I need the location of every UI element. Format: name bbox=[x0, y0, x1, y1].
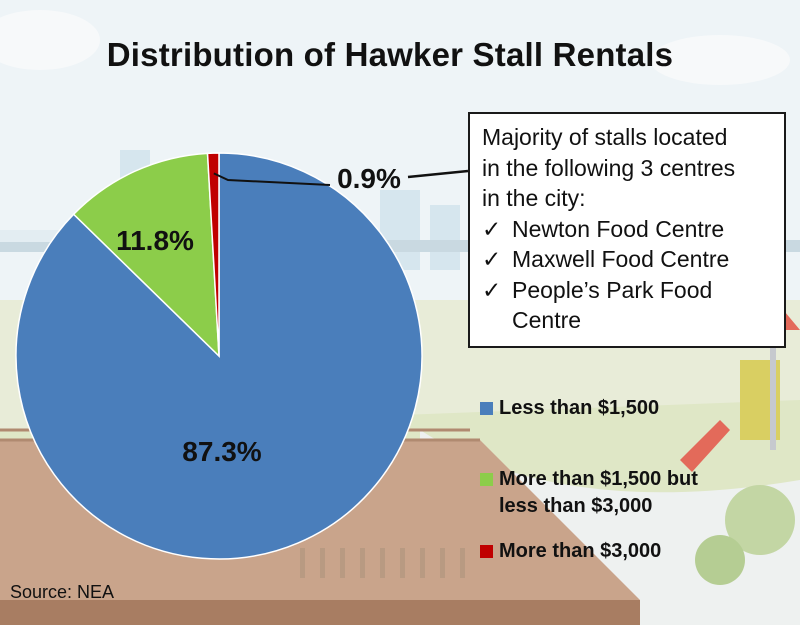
chart-title: Distribution of Hawker Stall Rentals bbox=[106, 36, 674, 73]
pie-label-1500-to-3000: 11.8% bbox=[116, 225, 194, 256]
legend-swatch bbox=[480, 473, 493, 486]
pie-label-less-than-1500: 87.3% bbox=[182, 436, 261, 467]
leader-line-callout bbox=[407, 169, 469, 179]
pie-slice-1500-to-3000 bbox=[72, 152, 220, 358]
legend-label: More than $1,500 but bbox=[499, 468, 698, 490]
leader-line-small-slice bbox=[213, 172, 331, 186]
source-note: Source: NEA bbox=[10, 582, 115, 602]
legend-label: less than $3,000 bbox=[499, 495, 653, 517]
checkmark-icon: ✓ bbox=[482, 276, 502, 303]
callout-heading-line: in the city: bbox=[482, 185, 586, 211]
legend-item-more-than-3000: More than $3,000 bbox=[480, 538, 661, 565]
legend-label: Less than $1,500 bbox=[499, 397, 660, 419]
callout-heading-line: Majority of stalls located bbox=[482, 124, 728, 150]
callout-item-label: Maxwell Food Centre bbox=[512, 246, 730, 272]
legend-label: More than $3,000 bbox=[499, 540, 662, 562]
centres-callout-box: Majority of stalls located in the follow… bbox=[468, 112, 786, 348]
legend-swatch bbox=[480, 545, 493, 558]
pie-label-more-than-3000: 0.9% bbox=[337, 163, 401, 194]
legend-item-1500-to-3000: More than $1,500 but less than $3,000 bbox=[480, 466, 698, 520]
legend-swatch bbox=[480, 402, 493, 415]
callout-heading-line: in the following 3 centres bbox=[482, 154, 736, 181]
callout-item-continuation: Centre bbox=[512, 307, 582, 333]
pie-slice-more-than-3000 bbox=[206, 152, 220, 357]
callout-item-newton: ✓ Newton Food Centre bbox=[482, 214, 774, 245]
callout-item-peoples-park: ✓ People’s Park Food Centre bbox=[482, 275, 774, 336]
callout-item-label: Newton Food Centre bbox=[512, 215, 725, 242]
legend-item-less-than-1500: Less than $1,500 bbox=[480, 395, 659, 422]
callout-item-label: People’s Park Food bbox=[512, 276, 713, 303]
checkmark-icon: ✓ bbox=[482, 215, 502, 242]
callout-item-maxwell: ✓ Maxwell Food Centre bbox=[482, 244, 774, 275]
checkmark-icon: ✓ bbox=[482, 246, 502, 272]
